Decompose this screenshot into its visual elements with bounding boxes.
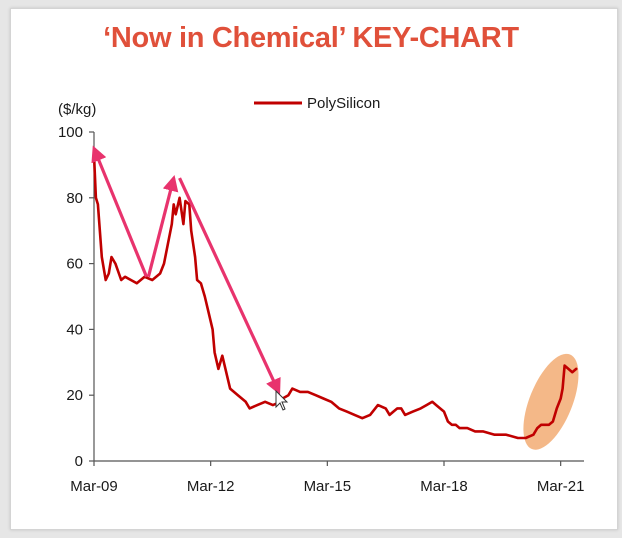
legend-label-polysilicon: PolySilicon [307, 95, 380, 112]
trend-arrow [146, 174, 179, 278]
y-tick-label: 80 [66, 190, 83, 207]
x-ticks: Mar-09 Mar-12 Mar-15 Mar-18 Mar-21 [70, 461, 584, 495]
x-tick-label: Mar-18 [420, 478, 468, 495]
highlight-ellipse [523, 353, 579, 450]
x-tick-label: Mar-12 [187, 478, 235, 495]
y-tick-label: 60 [66, 256, 83, 273]
y-tick-label: 0 [75, 453, 83, 470]
y-tick-label: 40 [66, 321, 83, 338]
legend: PolySilicon [254, 95, 380, 112]
y-tick-label: 20 [66, 387, 83, 404]
chart-frame [10, 8, 618, 530]
y-ticks: 0 20 40 60 80 100 [58, 124, 94, 470]
x-tick-label: Mar-09 [70, 478, 118, 495]
y-axis-unit-label: ($/kg) [58, 101, 96, 118]
trend-arrow [178, 177, 281, 395]
chart-title: ‘Now in Chemical’ KEY-CHART [103, 22, 519, 54]
series-line-polysilicon [92, 153, 578, 440]
annotation-layer-back [523, 353, 579, 450]
series-layer [92, 153, 578, 440]
x-tick-label: Mar-15 [304, 478, 352, 495]
mouse-cursor-icon [275, 389, 289, 411]
axes [93, 132, 584, 462]
x-tick-label: Mar-21 [537, 478, 585, 495]
trend-arrow [91, 145, 148, 278]
annotation-layer-front [91, 145, 281, 395]
y-tick-label: 100 [58, 124, 83, 141]
